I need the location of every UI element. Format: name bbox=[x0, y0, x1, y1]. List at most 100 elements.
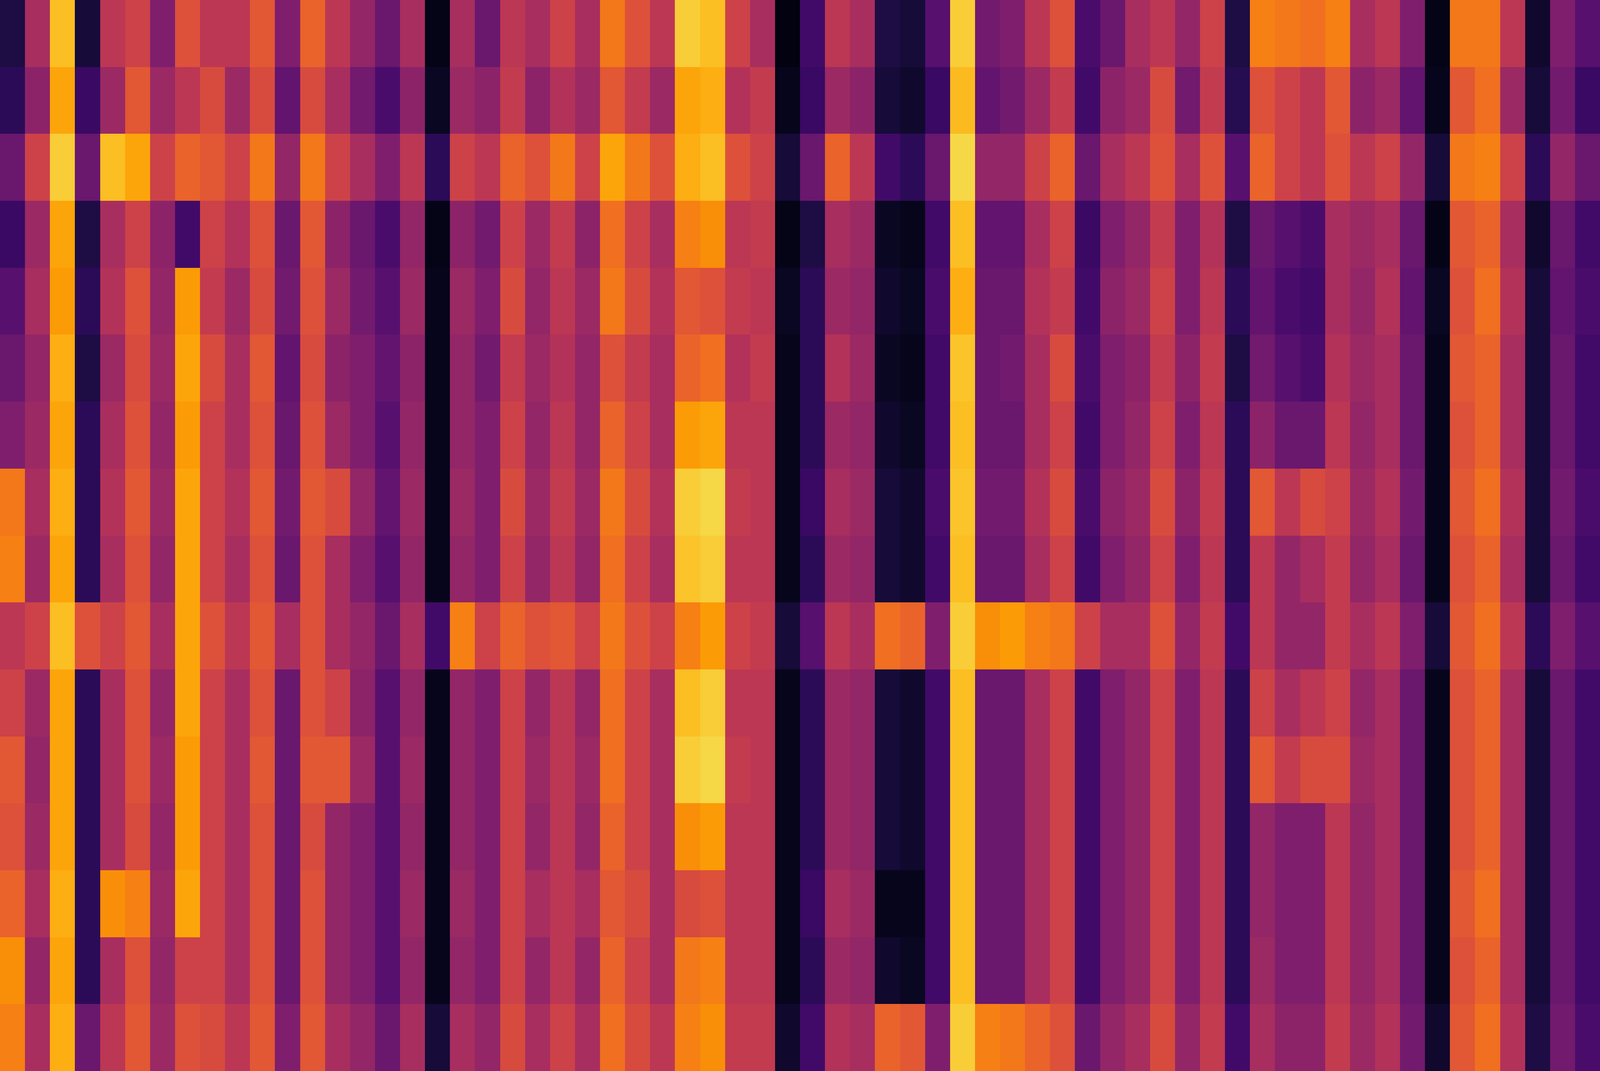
cell bbox=[1274, 736, 1301, 804]
cell bbox=[1100, 133, 1126, 201]
cell bbox=[150, 0, 176, 68]
cell bbox=[1200, 334, 1226, 402]
cell bbox=[874, 1004, 901, 1071]
cell bbox=[49, 133, 76, 201]
cell bbox=[1400, 468, 1426, 536]
cell bbox=[1575, 133, 1600, 201]
cell bbox=[700, 67, 726, 135]
cell bbox=[525, 937, 551, 1005]
cell bbox=[1525, 669, 1551, 737]
cell bbox=[249, 468, 276, 536]
cell bbox=[1249, 334, 1276, 402]
cell bbox=[800, 736, 826, 804]
cell bbox=[1224, 0, 1251, 68]
cell bbox=[49, 937, 76, 1005]
cell bbox=[649, 401, 676, 469]
cell bbox=[1575, 334, 1600, 402]
cell bbox=[1550, 602, 1576, 670]
cell bbox=[1125, 803, 1151, 871]
cell bbox=[249, 602, 276, 670]
cell bbox=[1024, 468, 1051, 536]
cell bbox=[700, 736, 726, 804]
cell bbox=[224, 937, 251, 1005]
cell bbox=[0, 200, 26, 268]
cell bbox=[1400, 870, 1426, 938]
cell bbox=[1175, 870, 1201, 938]
cell bbox=[175, 669, 201, 737]
cell bbox=[175, 535, 201, 604]
cell bbox=[1424, 736, 1451, 804]
cell bbox=[24, 1004, 51, 1071]
cell bbox=[1249, 803, 1276, 871]
cell bbox=[975, 803, 1001, 871]
cell bbox=[274, 602, 301, 670]
cell bbox=[249, 803, 276, 871]
cell bbox=[575, 133, 601, 201]
cell bbox=[925, 468, 951, 536]
cell bbox=[674, 937, 701, 1005]
cell bbox=[1350, 334, 1376, 402]
cell bbox=[474, 334, 501, 402]
cell bbox=[249, 133, 276, 201]
cell bbox=[300, 937, 326, 1005]
cell bbox=[950, 803, 976, 871]
cell bbox=[1474, 334, 1501, 402]
cell bbox=[1200, 602, 1226, 670]
cell bbox=[224, 468, 251, 536]
cell bbox=[849, 736, 876, 804]
cell bbox=[474, 401, 501, 469]
cell bbox=[1325, 669, 1351, 737]
cell bbox=[1150, 803, 1176, 871]
cell bbox=[975, 937, 1001, 1005]
cell bbox=[125, 468, 151, 536]
cell bbox=[0, 401, 26, 469]
cell bbox=[600, 803, 626, 871]
cell bbox=[449, 401, 476, 469]
cell bbox=[775, 0, 801, 68]
cell bbox=[249, 669, 276, 737]
cell bbox=[300, 133, 326, 201]
cell bbox=[1449, 0, 1476, 68]
cell bbox=[1375, 401, 1401, 469]
cell bbox=[674, 334, 701, 402]
cell bbox=[224, 200, 251, 268]
cell bbox=[1424, 669, 1451, 737]
cell bbox=[775, 133, 801, 201]
cell bbox=[600, 267, 626, 336]
cell bbox=[100, 1004, 126, 1071]
cell bbox=[600, 870, 626, 938]
cell bbox=[975, 0, 1001, 68]
cell bbox=[325, 200, 351, 268]
cell bbox=[200, 133, 226, 201]
cell bbox=[449, 334, 476, 402]
cell bbox=[449, 736, 476, 804]
cell bbox=[1350, 736, 1376, 804]
cell bbox=[0, 334, 26, 402]
cell bbox=[1024, 535, 1051, 604]
cell bbox=[550, 803, 576, 871]
cell bbox=[1300, 602, 1326, 670]
cell bbox=[125, 0, 151, 68]
cell bbox=[649, 67, 676, 135]
cell bbox=[1125, 1004, 1151, 1071]
cell bbox=[1074, 133, 1101, 201]
cell bbox=[1474, 0, 1501, 68]
cell bbox=[624, 0, 651, 68]
cell bbox=[824, 535, 851, 604]
cell bbox=[1150, 0, 1176, 68]
cell bbox=[900, 401, 926, 469]
cell bbox=[325, 803, 351, 871]
cell bbox=[200, 870, 226, 938]
cell bbox=[575, 669, 601, 737]
cell bbox=[550, 602, 576, 670]
cell bbox=[1000, 133, 1026, 201]
cell bbox=[400, 937, 426, 1005]
cell bbox=[1000, 803, 1026, 871]
cell bbox=[249, 334, 276, 402]
cell bbox=[1300, 803, 1326, 871]
cell bbox=[350, 535, 376, 604]
cell bbox=[525, 602, 551, 670]
cell bbox=[925, 0, 951, 68]
cell bbox=[175, 1004, 201, 1071]
cell bbox=[750, 468, 776, 536]
